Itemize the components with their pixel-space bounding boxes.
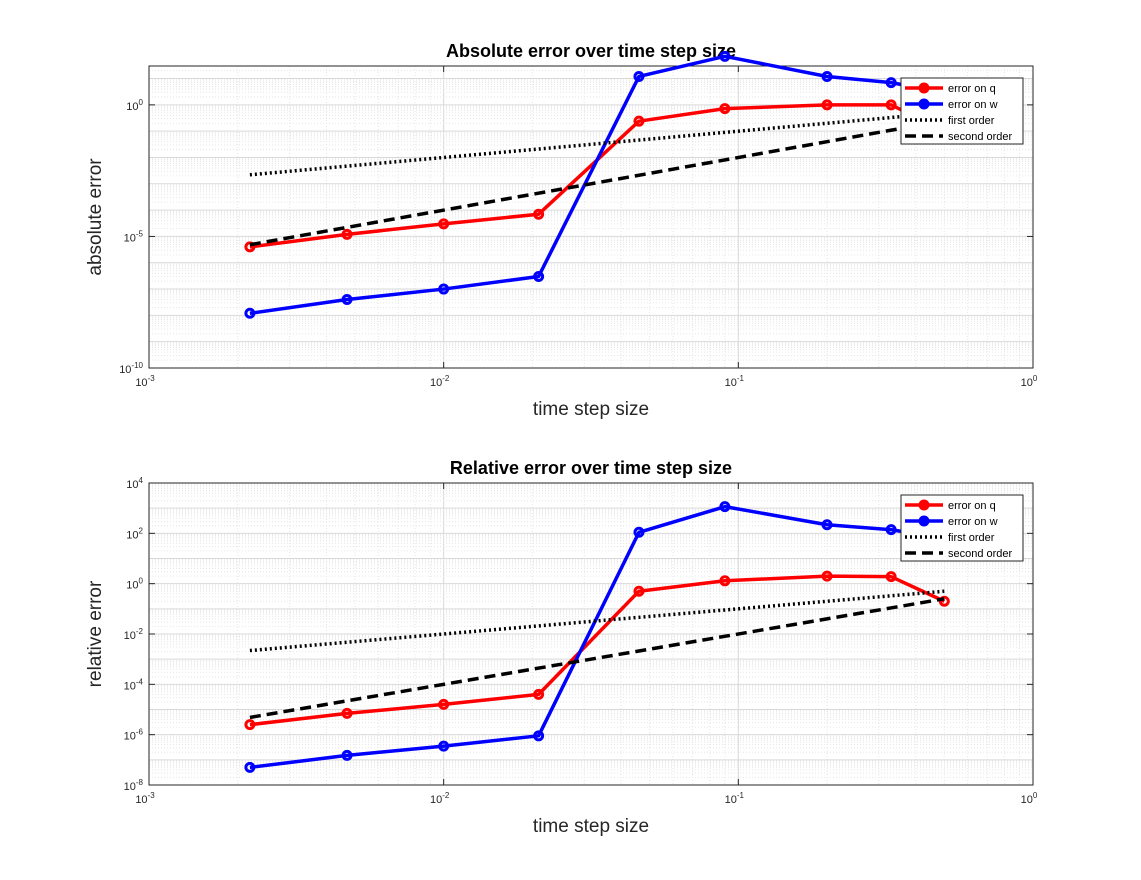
legend-label: second order (948, 548, 1013, 560)
x-tick-label: 10-3 (135, 791, 155, 806)
data-point (244, 307, 256, 319)
data-point (885, 571, 897, 583)
data-point (719, 50, 731, 62)
y-tick-label: 102 (126, 526, 143, 541)
x-tick-label: 100 (1021, 374, 1038, 389)
x-axis-label: time step size (533, 399, 649, 420)
y-tick-label: 10-10 (119, 361, 143, 376)
data-point (821, 570, 833, 582)
legend-marker (918, 82, 930, 94)
y-tick-label: 10-6 (124, 728, 144, 743)
legend-item: second order (905, 548, 1013, 560)
x-tick-label: 10-2 (430, 374, 450, 389)
data-point (533, 688, 545, 700)
y-tick-label: 100 (126, 98, 143, 113)
data-point (244, 761, 256, 773)
data-point (438, 698, 450, 710)
x-tick-label: 10-1 (725, 374, 745, 389)
series-first-order (249, 111, 945, 177)
series-line (249, 589, 945, 653)
data-point (341, 294, 353, 306)
series-line (249, 111, 945, 177)
chart-title: Relative error over time step size (450, 458, 732, 478)
y-tick-label: 10-8 (124, 778, 144, 793)
series-error-on-q (244, 99, 950, 253)
series-line (249, 574, 946, 727)
y-tick-label: 10-2 (124, 627, 144, 642)
y-axis-label: relative error (85, 580, 106, 687)
y-axis-label: absolute error (85, 158, 106, 276)
x-tick-label: 10-1 (725, 791, 745, 806)
data-point (533, 730, 545, 742)
y-tick-label: 104 (126, 476, 143, 491)
data-point (719, 575, 731, 587)
x-tick-label: 10-2 (430, 791, 450, 806)
data-point (438, 283, 450, 295)
data-point (341, 707, 353, 719)
data-point (438, 740, 450, 752)
legend-marker (918, 515, 930, 527)
legend-label: error on w (948, 99, 998, 111)
legend-item: error on q (905, 82, 996, 95)
data-point (244, 719, 256, 731)
series-second-order (249, 597, 945, 720)
data-point (438, 218, 450, 230)
legend-label: error on q (948, 500, 996, 512)
data-point (244, 241, 256, 253)
legend-marker (918, 499, 930, 511)
axes-box (148, 65, 1034, 369)
legend-item: error on w (905, 515, 998, 528)
series-first-order (249, 589, 945, 653)
data-point (533, 271, 545, 283)
series-line (249, 103, 946, 249)
data-point (885, 77, 897, 89)
legend-label: error on q (948, 83, 996, 95)
legend-item: first order (905, 532, 995, 544)
y-tick-label: 100 (126, 577, 143, 592)
data-point (821, 70, 833, 82)
y-tick-label: 10-4 (124, 677, 144, 692)
legend-label: error on w (948, 516, 998, 528)
data-point (633, 585, 645, 597)
series-line (249, 597, 945, 720)
legend-label: first order (948, 115, 995, 127)
legend: error on q error on w first order second or… (900, 494, 1024, 562)
legend-item: first order (905, 115, 995, 127)
legend-label: second order (948, 131, 1013, 143)
legend-item: error on q (905, 499, 996, 512)
data-point (633, 115, 645, 127)
data-point (719, 501, 731, 513)
data-point (341, 228, 353, 240)
data-point (633, 526, 645, 538)
y-tick-label: 10-5 (124, 229, 144, 244)
x-axis-label: time step size (533, 816, 649, 837)
data-point (719, 103, 731, 115)
x-tick-label: 100 (1021, 791, 1038, 806)
legend-item: second order (905, 131, 1013, 143)
chart-panel-2: 10-3 10-2 10-1 100 10-8 10-6 10-4 10-2 100 102 104… (85, 458, 1038, 837)
legend-marker (918, 98, 930, 110)
data-point (885, 99, 897, 111)
data-point (885, 524, 897, 536)
series-line (249, 504, 945, 770)
legend-label: first order (948, 532, 995, 544)
series-error-on-q (244, 570, 950, 731)
legend-item: error on w (905, 98, 998, 111)
data-point (821, 519, 833, 531)
series-line (249, 118, 945, 247)
data-point (341, 749, 353, 761)
x-tick-label: 10-3 (135, 374, 155, 389)
data-point (533, 208, 545, 220)
chart-panel-1: 10-3 10-2 10-1 100 10-10 10-5 100 Absolute erro… (85, 41, 1038, 420)
series-second-order (249, 118, 945, 247)
series-line (249, 54, 945, 316)
chart-title: Absolute error over time step size (446, 41, 736, 61)
data-point (633, 70, 645, 82)
legend: error on q error on w first order second or… (900, 77, 1024, 145)
data-point (821, 99, 833, 111)
